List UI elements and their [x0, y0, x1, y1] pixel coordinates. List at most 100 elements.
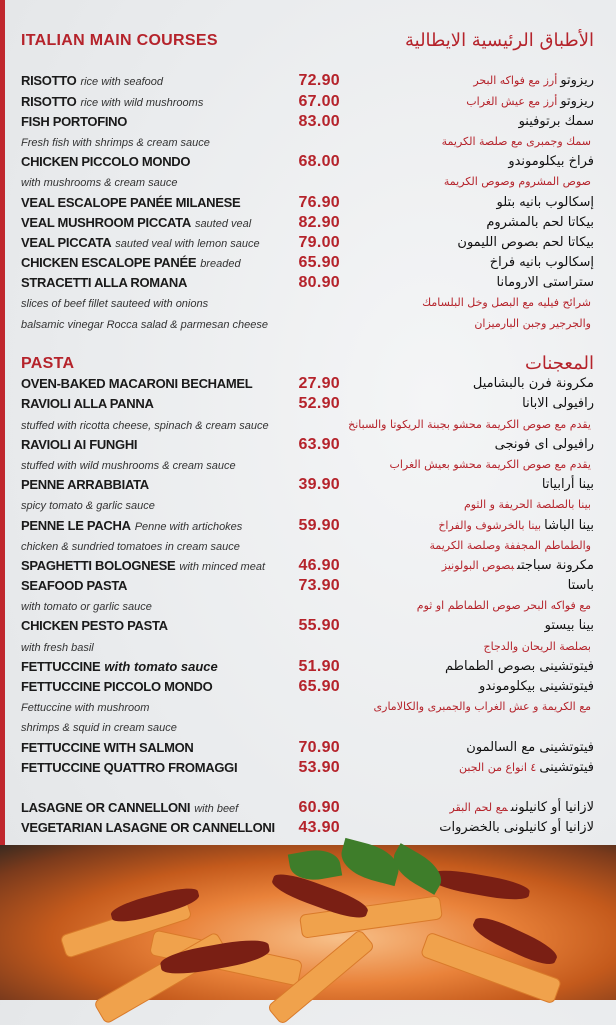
menu-item-description: Fettuccine with mushroom مع الكريمة و عش … [0, 697, 616, 717]
item-english: shrimps & squid in cream sauce [21, 717, 177, 738]
menu-item-description: spicy tomato & garlic sauce بينا بالصلصة … [0, 495, 616, 515]
item-arabic: فيتوتشينى مع السالمون [466, 738, 594, 758]
item-price: 46.90 [298, 556, 340, 574]
item-description: with minced meat [179, 560, 266, 573]
menu-item-description: with tomato or garlic sauce مع فواكه البح… [0, 596, 616, 616]
item-price: 70.90 [298, 738, 340, 756]
item-price: 53.90 [298, 758, 340, 776]
item-description: with fresh basil [21, 641, 94, 654]
item-arabic: باستا [568, 576, 594, 596]
item-name-arabic: فيتوتشينى مع السالمون [466, 739, 594, 755]
item-description-arabic: يقدم مع صوص الكريمة محشو بجبنة الريكوتا … [348, 417, 591, 431]
item-english: chicken & sundried tomatoes in cream sau… [21, 536, 240, 557]
item-price: 83.00 [298, 112, 340, 130]
item-arabic: لازانيا أو كانيلونىمع لحم البقر [449, 798, 594, 818]
item-description-arabic: أرز مع عيش الغراب [466, 94, 558, 108]
item-price: 65.90 [298, 678, 340, 695]
item-english: RISOTTO rice with wild mushrooms [21, 92, 203, 113]
item-price: 82.90 [298, 213, 340, 231]
item-price: 39.90 [298, 476, 340, 494]
item-english: stuffed with ricotta cheese, spinach & c… [21, 415, 269, 436]
item-english: OVEN-BAKED MACARONI BECHAMEL [21, 374, 253, 394]
item-english: SPAGHETTI BOLOGNESE with minced meat [21, 556, 265, 577]
item-description: breaded [200, 258, 241, 271]
menu-item: OVEN-BAKED MACARONI BECHAMEL 27.90 مكرونة … [0, 374, 616, 394]
item-name-arabic: سمك برتوفينو [518, 113, 594, 129]
item-arabic: والجرجير وجبن البارميزان [474, 314, 594, 334]
item-arabic: ريزوتوأرز مع عيش الغراب [466, 92, 594, 112]
item-description: with mushrooms & cream sauce [21, 177, 178, 190]
item-description: with beef [194, 803, 239, 816]
item-description-arabic: مع لحم البقر [449, 801, 508, 815]
menu-item: SEAFOOD PASTA 73.90 باستا [0, 576, 616, 596]
item-english: VEGETARIAN LASAGNE OR CANNELLONI [21, 818, 275, 838]
menu-item-description: shrimps & squid in cream sauce [0, 717, 616, 737]
penne-pasta-dish-photo [0, 837, 616, 1025]
spacer [0, 778, 616, 798]
menu-item: LASAGNE OR CANNELLONI with beef 60.90 لازان… [0, 798, 616, 818]
item-english: with tomato or garlic sauce [21, 596, 152, 617]
menu-item: SPAGHETTI BOLOGNESE with minced meat 46.90… [0, 556, 616, 576]
item-description-arabic: صوص المشروم وصوص الكريمة [443, 175, 591, 189]
item-english: PENNE LE PACHA Penne with artichokes [21, 516, 242, 537]
item-name: PENNE LE PACHA [21, 517, 131, 533]
item-arabic: سمك وجمبرى مع صلصة الكريمة [442, 132, 594, 152]
item-arabic: مع فواكه البحر صوص الطماطم او ثوم [417, 596, 594, 616]
item-arabic: إسكالوب بانيه فراخ [490, 253, 594, 273]
menu-item: RISOTTO rice with seafood 72.90 ريزوتوأرز م… [0, 71, 616, 91]
menu-item-description: with fresh basil بصلصة الريحان والدجاج [0, 637, 616, 657]
menu-item: FETTUCCINE PICCOLO MONDO 65.90 فيتوتشينى ب… [0, 677, 616, 697]
menu-item-description: stuffed with wild mushrooms & cream sauc… [0, 455, 616, 475]
item-name-arabic: ستراستى الارومانا [496, 275, 594, 291]
item-english: stuffed with wild mushrooms & cream sauc… [21, 455, 236, 476]
menu-item: CHICKEN ESCALOPE PANÉE breaded 65.90 إسكالو… [0, 253, 616, 273]
item-description-arabic: ٤ انواع من الجبن [459, 760, 537, 774]
item-price: 76.90 [298, 193, 340, 211]
section-title: ITALIAN MAIN COURSES [21, 32, 218, 49]
menu-item: VEAL MUSHROOM PICCATA sauted veal 82.90 بيك… [0, 213, 616, 233]
spacer [0, 334, 616, 354]
menu-page: ITALIAN MAIN COURSES الأطباق الرئيسية الا… [0, 30, 616, 839]
item-description-arabic: بصوص البولونيز [441, 558, 515, 572]
item-description-arabic: بينا بالخرشوف والفراخ [438, 518, 542, 532]
menu-item: RAVIOLI AI FUNGHI 63.90 رافيولى اى فونجى [0, 435, 616, 455]
menu-item: VEAL ESCALOPE PANÉE MILANESE 76.90 إسكالوب… [0, 193, 616, 213]
menu-item: PENNE ARRABBIATA 39.90 بينا أرابياتا [0, 475, 616, 495]
item-name: STRACETTI ALLA ROMANA [21, 275, 188, 291]
item-english: CHICKEN ESCALOPE PANÉE breaded [21, 253, 241, 274]
item-name-arabic: فيتوتشينى بصوص الطماطم [445, 658, 594, 674]
item-arabic: لازانيا أو كانيلونى بالخضروات [439, 818, 594, 838]
item-name-arabic: رافيولى الابانا [522, 396, 594, 412]
item-name-arabic: بيكاتا لحم بالمشروم [486, 214, 594, 230]
item-arabic: بصلصة الريحان والدجاج [484, 637, 595, 657]
item-description-arabic: أرز مع فواكه البحر [473, 74, 558, 88]
item-description: rice with wild mushrooms [80, 96, 204, 109]
item-description: shrimps & squid in cream sauce [21, 722, 177, 735]
section-title-arabic: الأطباق الرئيسية الايطالية [404, 30, 594, 51]
item-description-arabic: مع الكريمة و عش الغراب والجمبرى والكالام… [373, 700, 591, 714]
item-price: 43.90 [298, 819, 340, 837]
item-english: VEAL PICCATA sauted veal with lemon sauce [21, 233, 260, 254]
item-description: with tomato or garlic sauce [21, 601, 152, 614]
item-english: VEAL MUSHROOM PICCATA sauted veal [21, 213, 251, 234]
item-description-arabic: سمك وجمبرى مع صلصة الكريمة [441, 134, 591, 148]
item-name-arabic: فراخ بيكلوموندو [508, 154, 594, 170]
item-english: spicy tomato & garlic sauce [21, 495, 155, 516]
item-description-arabic: والطماطم المجففة وصلصة الكريمة [429, 538, 591, 552]
item-description-arabic: والجرجير وجبن البارميزان [474, 316, 591, 330]
item-english: RAVIOLI ALLA PANNA [21, 394, 154, 414]
item-arabic: بينا الباشابينا بالخرشوف والفراخ [438, 516, 594, 536]
item-price: 52.90 [298, 395, 340, 413]
item-name: VEAL PICCATA [21, 234, 112, 250]
item-name-arabic: لازانيا أو كانيلونى بالخضروات [439, 820, 594, 836]
item-description: slices of beef fillet sauteed with onion… [21, 298, 209, 311]
item-price: 60.90 [298, 799, 340, 817]
menu-item: FETTUCCINE WITH SALMON 70.90 فيتوتشينى مع … [0, 738, 616, 758]
item-english: slices of beef fillet sauteed with onion… [21, 293, 208, 314]
item-name-arabic: ريزوتو [560, 93, 594, 109]
item-english: with mushrooms & cream sauce [21, 172, 178, 193]
section-heading: PASTA المعجنات [0, 353, 616, 374]
item-name: RISOTTO [21, 93, 77, 109]
item-description: balsamic vinegar Rocca salad & parmesan … [21, 318, 269, 331]
item-name: FETTUCCINE [21, 658, 101, 674]
